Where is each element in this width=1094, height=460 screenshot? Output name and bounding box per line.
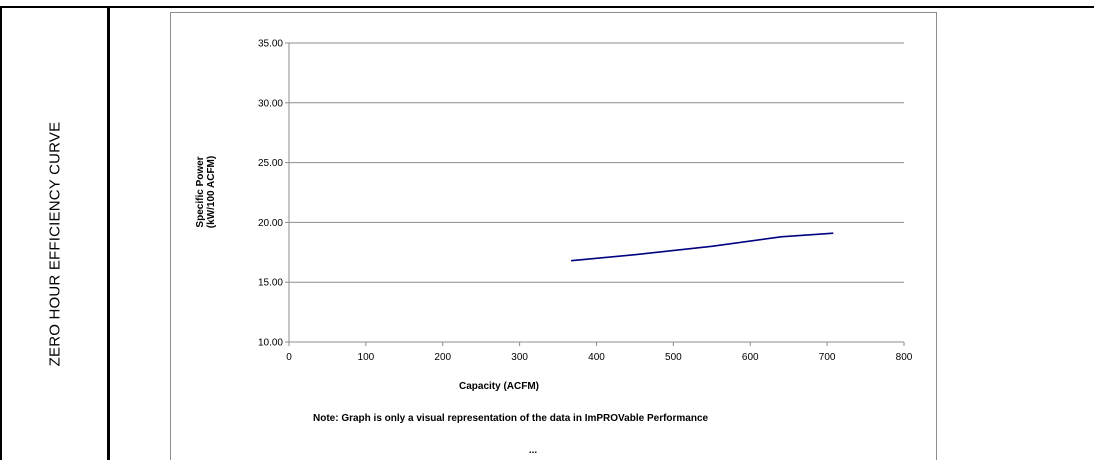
x-tick-label-500: 500 xyxy=(665,352,682,363)
y-tick-label-30: 30.00 xyxy=(258,98,283,109)
chart-footer: ... xyxy=(529,445,538,456)
x-tick-label-700: 700 xyxy=(819,352,836,363)
y-tick-label-25: 25.00 xyxy=(258,158,283,169)
y-tick-label-10: 10.00 xyxy=(258,338,283,349)
x-tick-label-100: 100 xyxy=(358,352,375,363)
chart-note: Note: Graph is only a visual representat… xyxy=(313,413,709,424)
table-left-border xyxy=(0,6,2,460)
x-tick-label-400: 400 xyxy=(588,352,605,363)
y-tick-label-20: 20.00 xyxy=(258,218,283,229)
y-axis-title-line-1: Specific Power xyxy=(195,156,206,227)
chart-frame xyxy=(170,12,937,460)
table-column-divider xyxy=(107,6,110,460)
side-label: ZERO HOUR EFFICIENCY CURVE xyxy=(46,121,64,367)
side-label-cell: ZERO HOUR EFFICIENCY CURVE xyxy=(2,8,107,460)
grid-lines xyxy=(289,42,904,283)
series-layer xyxy=(571,232,834,262)
x-tick-label-800: 800 xyxy=(896,352,913,363)
x-tick-label-0: 0 xyxy=(286,352,292,363)
x-tick-labels: 0 100 200 300 400 500 600 700 800 xyxy=(286,352,913,363)
x-axis-title: Capacity (ACFM) xyxy=(459,381,539,392)
x-tick-label-600: 600 xyxy=(742,352,759,363)
y-tick-labels: 10.00 15.00 20.00 25.00 30.00 35.00 xyxy=(258,39,283,349)
axes xyxy=(285,42,905,346)
y-axis-title-line-2: (kW/100 ACFM) xyxy=(206,156,217,228)
table-top-border xyxy=(0,6,1094,8)
series-line-1 xyxy=(571,232,834,262)
x-tick-label-200: 200 xyxy=(434,352,451,363)
y-tick-label-35: 35.00 xyxy=(258,39,283,50)
x-tick-label-300: 300 xyxy=(511,352,528,363)
y-tick-label-15: 15.00 xyxy=(258,278,283,289)
efficiency-chart: 10.00 15.00 20.00 25.00 30.00 35.00 0 100 200 30… xyxy=(195,39,913,457)
